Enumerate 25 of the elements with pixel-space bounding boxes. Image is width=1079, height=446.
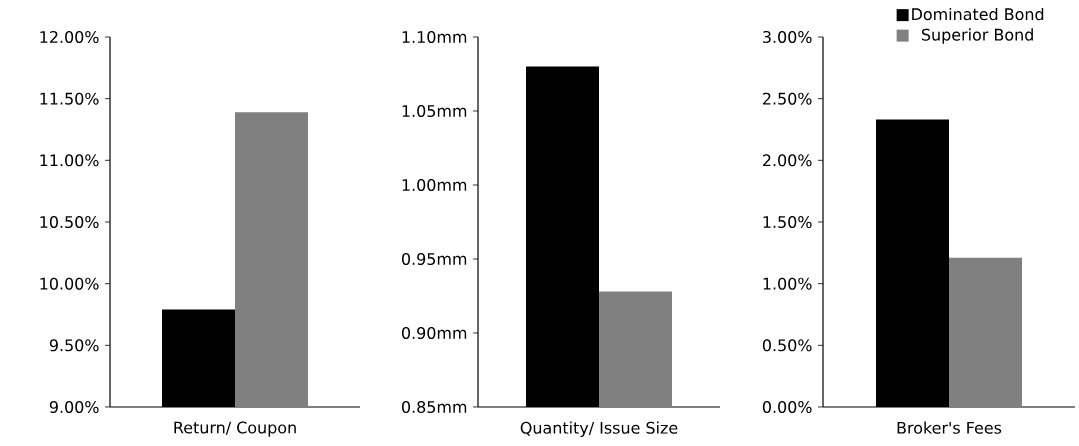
y-tick-label: 1.50% bbox=[763, 215, 812, 229]
y-tick-label: 9.00% bbox=[49, 400, 99, 414]
y-tick-label: 0.90mm bbox=[402, 326, 467, 340]
y-tick-label: 1.00% bbox=[763, 277, 812, 290]
y-tick-label: 0.50% bbox=[762, 339, 812, 352]
y-tick-label: 10.50% bbox=[40, 215, 99, 229]
x-tick-label: Broker's Fees bbox=[897, 421, 1002, 434]
y-tick-label: 2.50% bbox=[763, 92, 812, 105]
x-tick-label: Return/ Coupon bbox=[174, 421, 296, 437]
y-tick-label: 0.95mm bbox=[402, 252, 467, 266]
y-tick-label: 0.85mm bbox=[402, 400, 467, 414]
y-tick-label: 11.00% bbox=[40, 154, 99, 167]
y-tick-label: 1.00mm bbox=[402, 178, 467, 192]
y-tick-label: 2.00% bbox=[763, 154, 812, 167]
y-tick-label: 12.00% bbox=[40, 30, 99, 44]
y-tick-label: 10.00% bbox=[40, 277, 99, 290]
y-tick-label: 9.50% bbox=[49, 339, 99, 352]
y-tick-label: 0.00% bbox=[762, 400, 812, 414]
y-tick-label: 11.50% bbox=[40, 92, 99, 105]
legend-label: Dominated Bond bbox=[912, 7, 1044, 21]
legend-label: Superior Bond bbox=[921, 28, 1033, 44]
y-tick-label: 1.10mm bbox=[402, 30, 467, 44]
y-tick-label: 1.05mm bbox=[402, 104, 467, 118]
y-tick-label: 3.00% bbox=[763, 30, 812, 44]
x-tick-label: Quantity/ Issue Size bbox=[520, 421, 678, 437]
